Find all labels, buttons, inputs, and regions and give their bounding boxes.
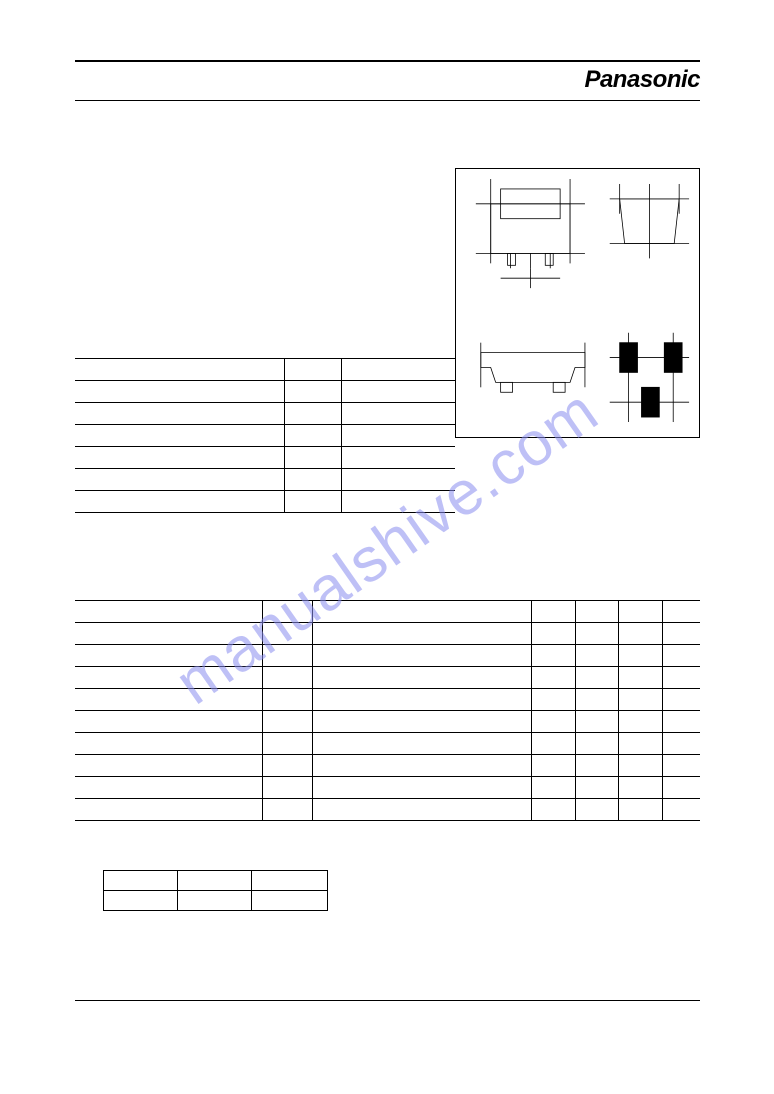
marking-table xyxy=(103,870,328,911)
table2 xyxy=(75,600,700,821)
table1 xyxy=(75,358,455,513)
brand-rule xyxy=(75,100,700,101)
table3 xyxy=(103,870,328,911)
package-outline-diagram xyxy=(455,168,700,438)
brand-logo: Panasonic xyxy=(75,62,700,100)
absolute-maximum-ratings-table xyxy=(75,358,455,513)
electrical-characteristics-table xyxy=(75,600,700,821)
bottom-rule xyxy=(75,1000,700,1001)
page-content: Panasonic xyxy=(75,60,700,101)
outline-svg xyxy=(456,169,699,437)
